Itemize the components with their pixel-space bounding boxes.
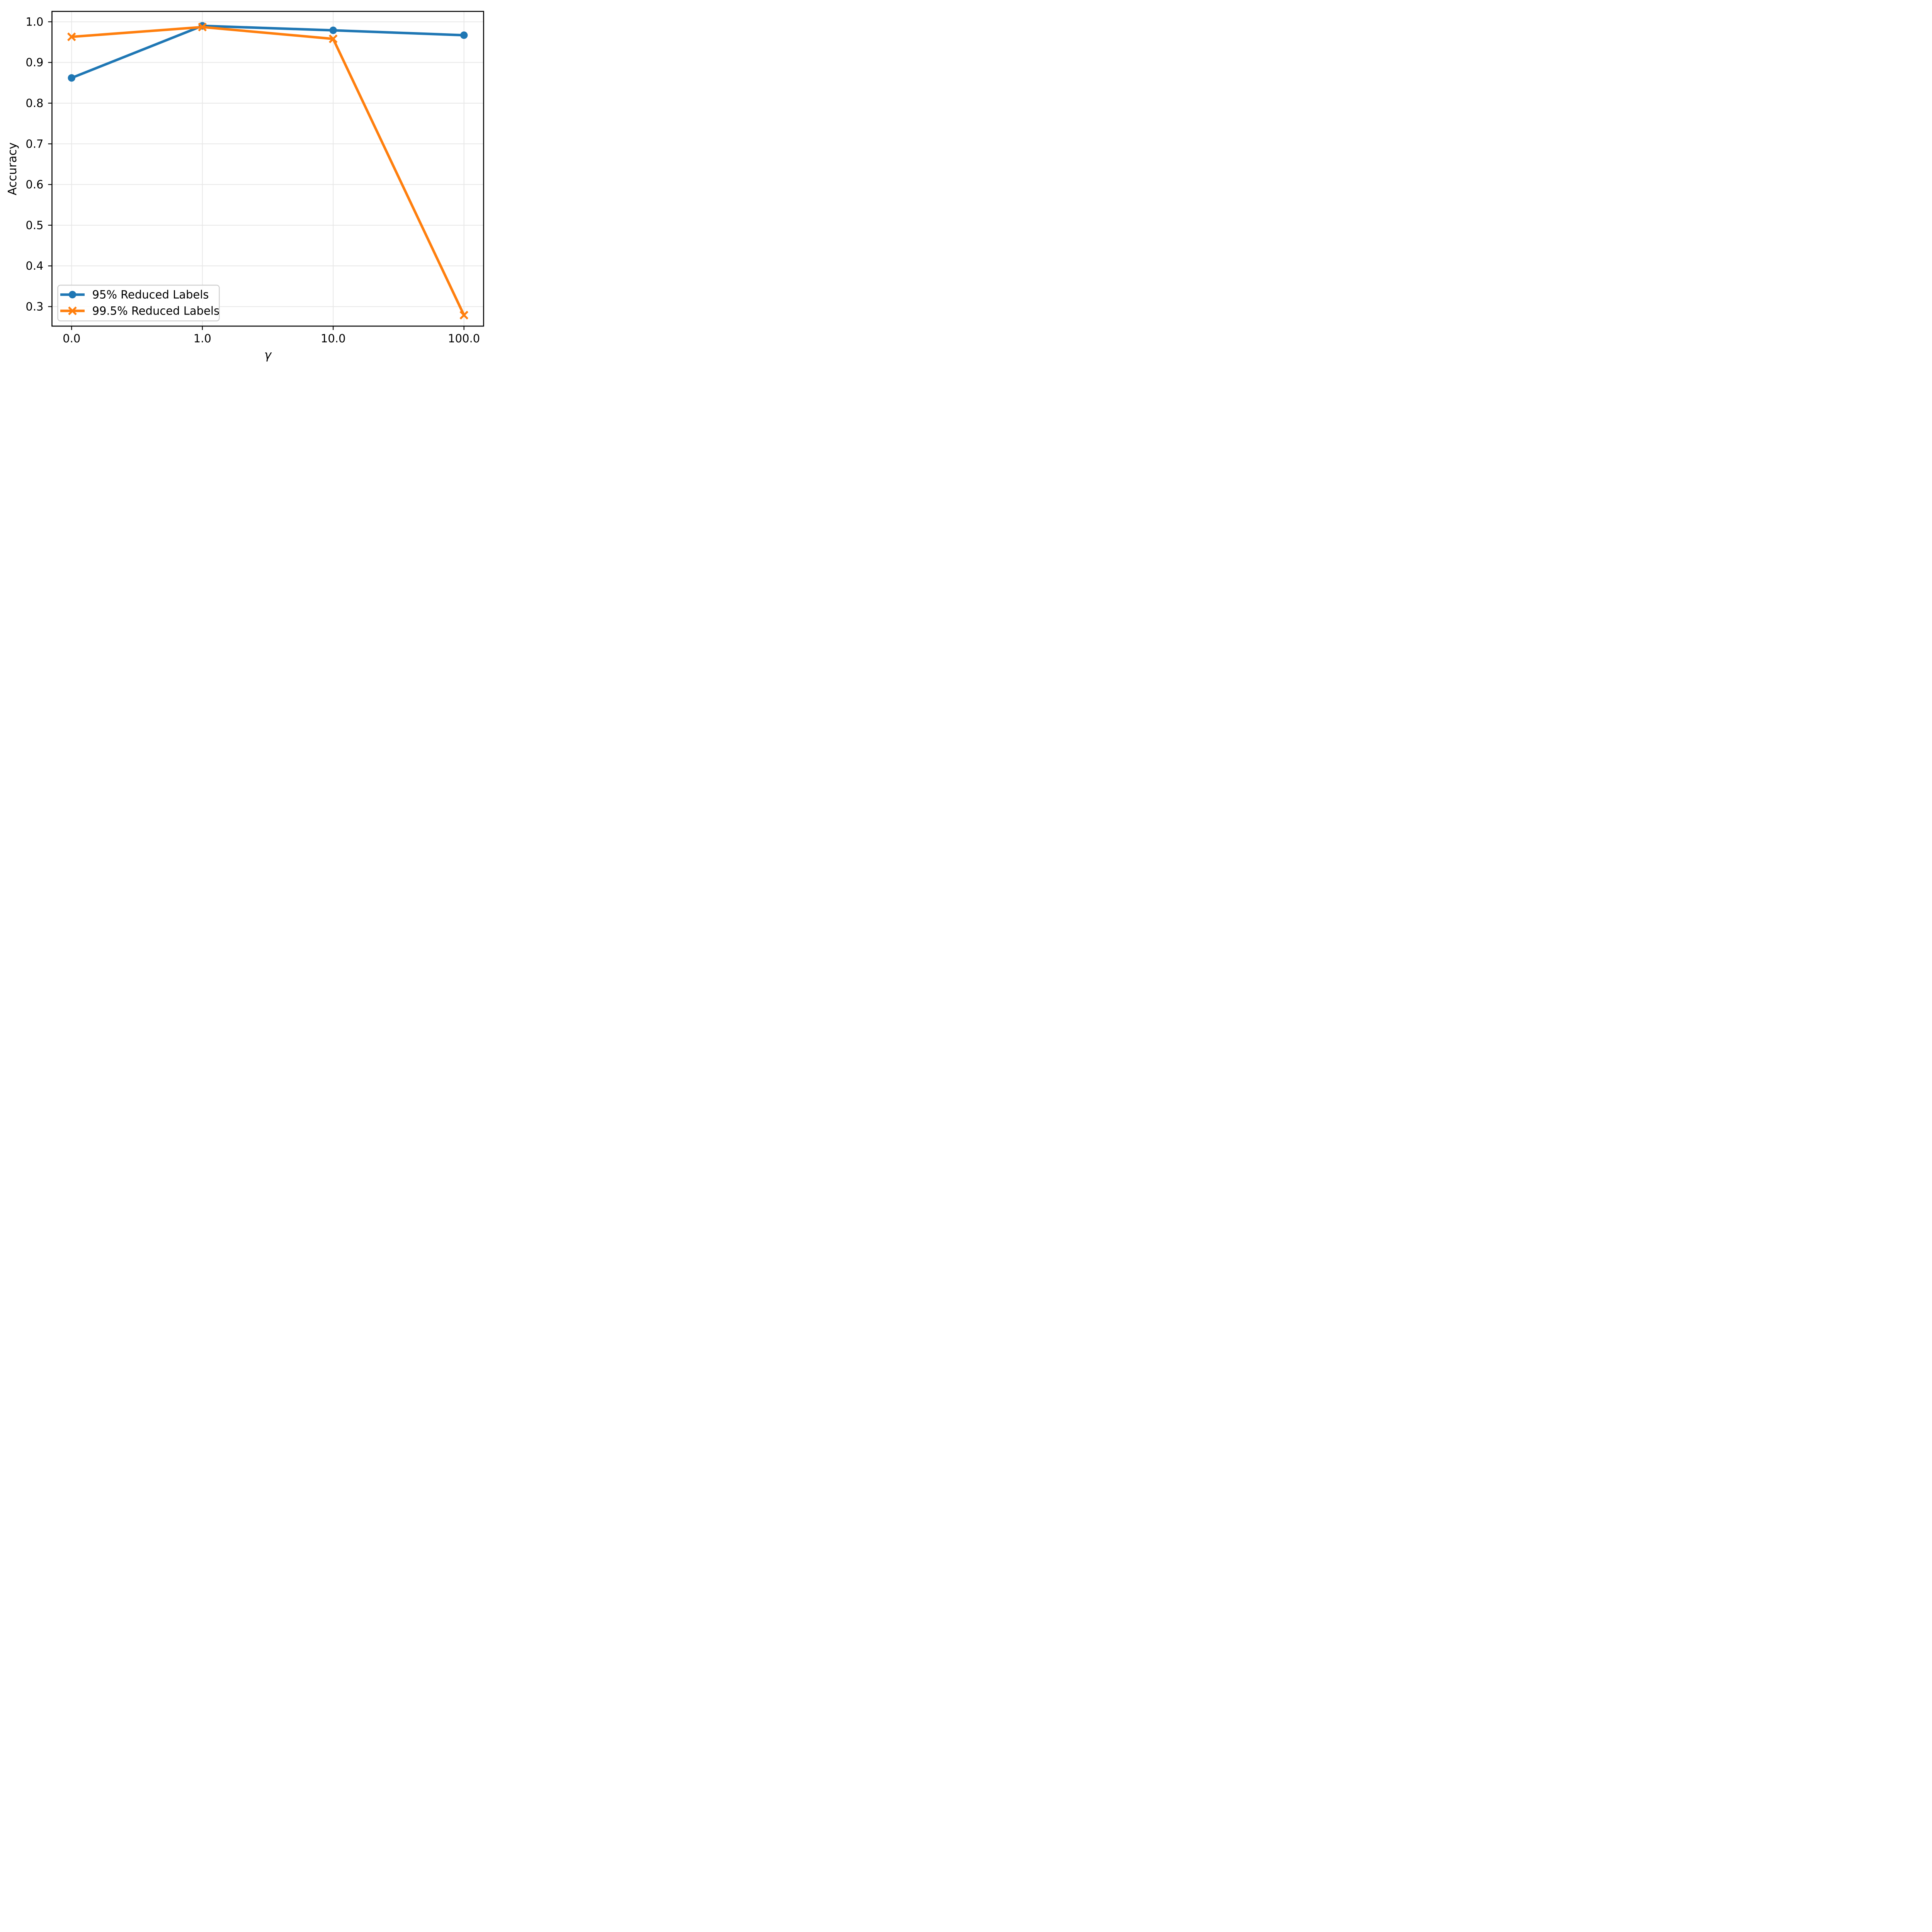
- x-tick-label: 0.0: [63, 332, 80, 345]
- data-point-circle: [329, 26, 337, 34]
- figure: 0.0 1.0 10.0 100.0 1.0 0.9 0.8 0.7 0.6 0.5 0.4 0.3 …: [0, 0, 495, 371]
- data-point-circle: [68, 74, 75, 82]
- x-tick-label: 10.0: [321, 332, 346, 345]
- x-axis-label: γ: [264, 348, 272, 362]
- legend-x-marker-icon: [68, 306, 77, 315]
- data-point-circle: [460, 31, 468, 39]
- data-point-x: [328, 34, 338, 43]
- y-tick-label: 0.5: [26, 219, 43, 232]
- y-axis-label: Accuracy: [6, 143, 19, 196]
- y-tick-label: 0.7: [26, 137, 43, 150]
- y-tick-label: 0.6: [26, 178, 43, 191]
- legend-box: [57, 284, 220, 321]
- series-line: [71, 26, 465, 316]
- line-chart: 0.0 1.0 10.0 100.01.00.90.80.70.60.50.40.3 …: [6, 11, 484, 362]
- legend-entry-95: 95% Reduced Labels: [60, 288, 209, 301]
- legend-label: 95% Reduced Labels: [92, 288, 209, 301]
- tick-layer: 0.0 1.0 10.0 100.0 1.0 0.9 0.8 0.7 0.6 0.5 0.4 0.3: [26, 15, 480, 345]
- data-point-x: [198, 22, 207, 32]
- data-point-x: [67, 32, 76, 41]
- y-tick-label: 1.0: [26, 15, 43, 28]
- y-tick-label: 0.4: [26, 259, 43, 272]
- data-point-x: [459, 311, 468, 320]
- series-line: [71, 24, 464, 79]
- legend-circle-marker-icon: [68, 291, 77, 299]
- y-tick-label: 0.9: [26, 56, 43, 69]
- legend-label: 99.5% Reduced Labels: [92, 304, 220, 318]
- y-tick-label: 0.8: [26, 97, 43, 110]
- plot-border: [51, 11, 484, 327]
- x-tick-label: 100.0: [448, 332, 480, 345]
- series-0: [68, 22, 468, 82]
- series-layer: [67, 22, 468, 320]
- legend-entry-995: 99.5% Reduced Labels: [60, 304, 219, 318]
- y-tick-label: 0.3: [26, 300, 43, 313]
- legend: 95% Reduced Labels 99.5% Reduced Labels: [57, 284, 220, 321]
- x-tick-label: 1.0: [194, 332, 211, 345]
- series-1: [67, 22, 468, 320]
